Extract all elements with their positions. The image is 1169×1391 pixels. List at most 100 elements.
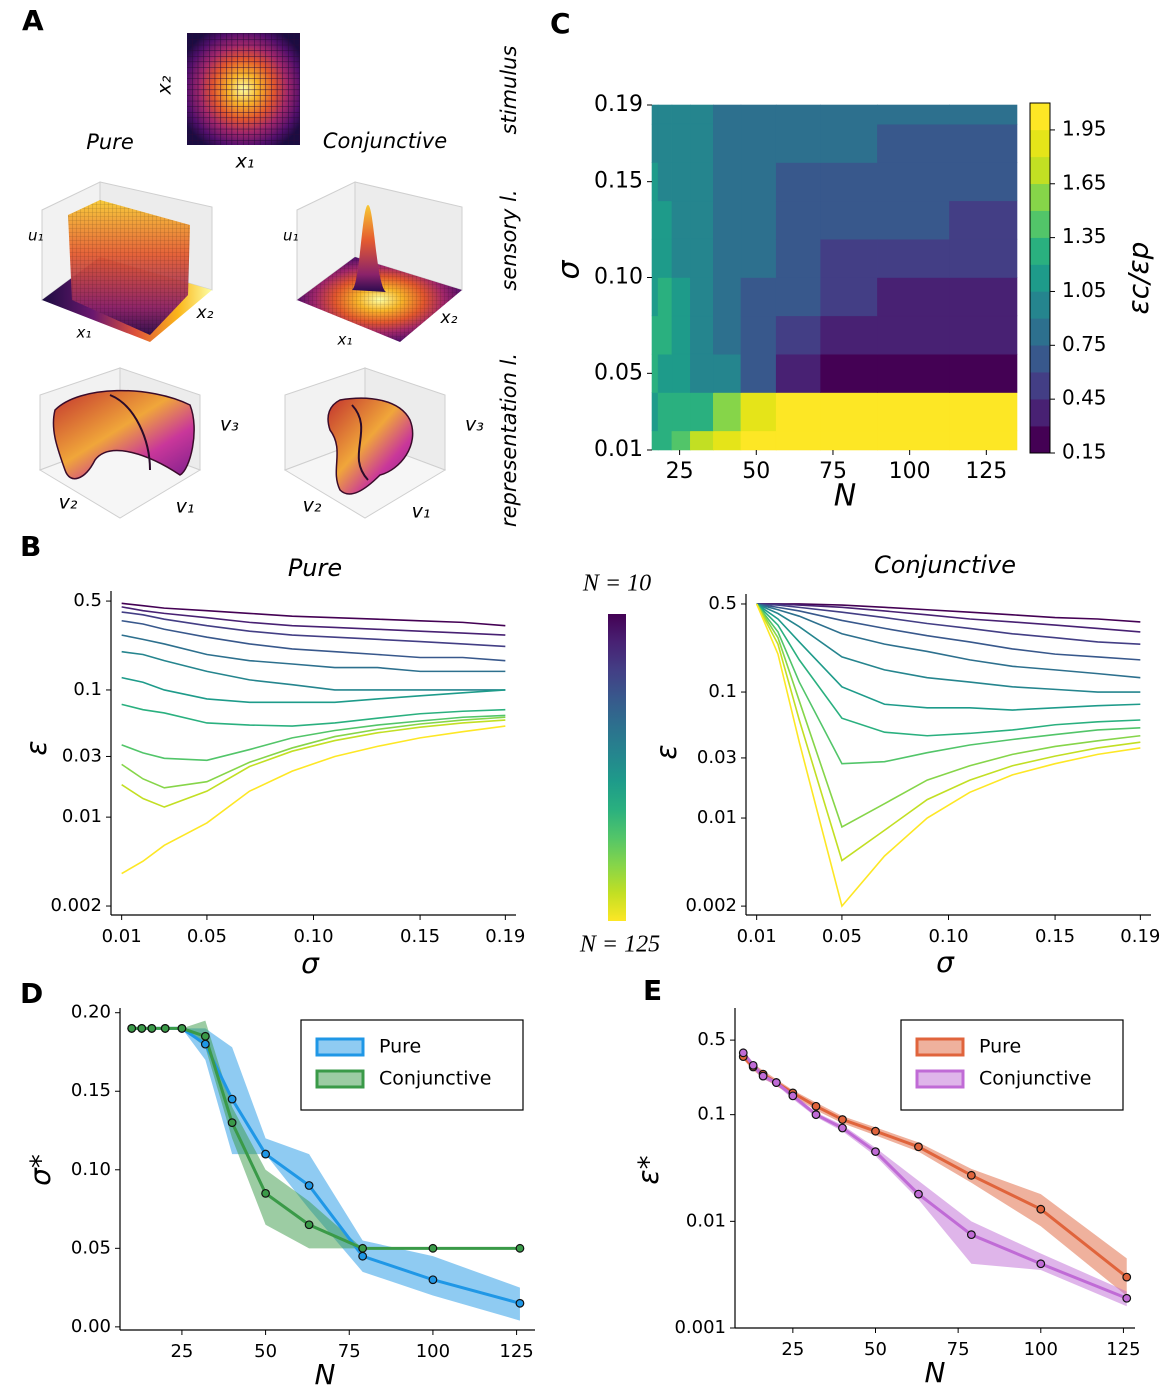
line [756, 603, 1141, 711]
line [121, 725, 506, 875]
line [121, 714, 506, 762]
y-tick-label: 0.002 [50, 895, 102, 916]
legend-label: Pure [379, 1036, 421, 1058]
heatmap-cell [775, 162, 821, 202]
panel-a: stimulus sensory l. representation l. Pu… [28, 33, 521, 527]
x-tick-label: 75 [947, 1339, 970, 1360]
heatmap-cell [671, 353, 691, 393]
heatmap-cell [877, 238, 950, 278]
colorbar-band [1029, 156, 1051, 185]
x-tick-label: 100 [416, 1341, 450, 1362]
line [121, 676, 506, 704]
heatmap-cell [820, 238, 878, 278]
y-tick-label: 0.01 [697, 807, 737, 828]
axis-label: x₂ [440, 308, 458, 328]
heatmap-cell [671, 315, 691, 355]
line [756, 603, 1141, 661]
y-tick-label: 0.5 [697, 1029, 726, 1050]
heatmap-cell [775, 238, 821, 278]
point [515, 1243, 525, 1253]
manifold-edge [351, 404, 369, 481]
colorbar-band [1029, 183, 1051, 211]
line [755, 603, 1141, 908]
x-axis-label: N [925, 1356, 946, 1389]
colorbar-band [1029, 102, 1051, 131]
heatmap-cell [671, 123, 691, 163]
heatmap-cell [690, 200, 714, 240]
line [755, 603, 1141, 862]
heatmap-cell [820, 123, 878, 163]
heatmap-cell [949, 123, 1018, 163]
y-tick-label: 0.5 [73, 590, 102, 611]
heatmap-cell [949, 392, 1018, 432]
heatmap-cell [690, 238, 714, 278]
colorbar-frame [1029, 102, 1051, 454]
x-tick-label: 25 [170, 1341, 193, 1362]
heatmap-cell [775, 104, 821, 125]
y-tick-label: 0.1 [73, 679, 102, 700]
colorbar-band [1029, 210, 1051, 238]
point [838, 1115, 847, 1124]
legend-box [300, 1019, 524, 1111]
line [756, 603, 1141, 765]
x-tick-label: 0.10 [293, 926, 333, 947]
colorbar [608, 614, 626, 921]
point [428, 1243, 438, 1253]
heatmap-cell [775, 430, 821, 451]
point [871, 1126, 880, 1136]
heatmap-cell [820, 315, 878, 355]
y-tick-label: 0.10 [71, 1159, 111, 1180]
heatmap-cell [657, 162, 673, 202]
sensory-pure: u₁ x₁ x₂ [28, 181, 214, 342]
heatmap-cell [657, 104, 673, 125]
point [1036, 1259, 1046, 1269]
heatmap-cell [949, 238, 1018, 278]
point [838, 1123, 847, 1133]
heatmap-cell [740, 392, 777, 432]
point [177, 1024, 187, 1033]
legend-label: Pure [979, 1036, 1021, 1058]
x-tick-label: 125 [1106, 1339, 1140, 1360]
axis-label: u₁ [283, 227, 299, 245]
colorbar-band [1029, 129, 1051, 158]
x-tick-label: 0.01 [737, 926, 777, 947]
colorbar-label: N = 10 [582, 571, 651, 597]
representation-conjunctive: v₃ v₂ v₁ [283, 367, 484, 523]
y-tick-label: 0.10 [594, 265, 643, 290]
colorbar-band [1029, 318, 1051, 346]
legend-swatch [915, 1069, 965, 1089]
panel-letter: D [20, 977, 43, 1010]
surface [352, 205, 386, 292]
heatmap-cell [651, 430, 659, 451]
axis-label: v₂ [59, 492, 78, 514]
heatmap-cell [713, 104, 742, 125]
heatmap-cell [820, 277, 878, 317]
point [771, 1078, 781, 1087]
heatmap-cell [657, 277, 673, 317]
axis-label: x₂ [154, 75, 176, 95]
heatmap-cell [775, 315, 821, 355]
point [515, 1298, 525, 1308]
heatmap-cell [651, 277, 659, 317]
heatmap-cell [657, 353, 673, 393]
line [756, 603, 1141, 633]
point [261, 1188, 270, 1198]
point [1122, 1272, 1132, 1282]
heatmap-cell [740, 104, 777, 125]
colorbar-label: N = 125 [579, 932, 660, 958]
heatmap-cell [671, 238, 691, 278]
point [147, 1024, 157, 1033]
heatmap-cell [651, 315, 659, 355]
point [227, 1094, 237, 1104]
y-tick-label: 0.20 [71, 1002, 111, 1023]
heatmap-cell [713, 200, 742, 240]
line [756, 603, 1141, 693]
axes-wall [354, 181, 463, 291]
heatmap-cell [740, 238, 777, 278]
heatmap-cell [651, 353, 659, 393]
heatmap-cell [877, 162, 950, 202]
heatmap-cell [671, 277, 691, 317]
heatmap-cell [949, 430, 1018, 451]
heatmap-cell [713, 315, 742, 355]
y-axis-label: σ* [24, 1154, 57, 1186]
